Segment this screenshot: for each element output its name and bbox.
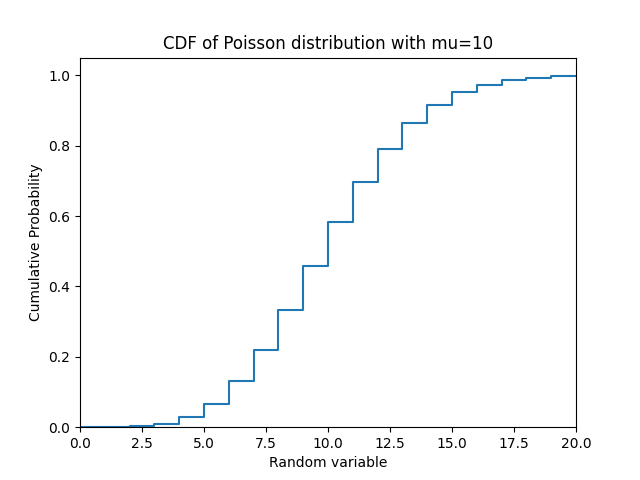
Title: CDF of Poisson distribution with mu=10: CDF of Poisson distribution with mu=10 [163,35,493,53]
Y-axis label: Cumulative Probability: Cumulative Probability [29,164,43,321]
X-axis label: Random variable: Random variable [269,456,387,470]
